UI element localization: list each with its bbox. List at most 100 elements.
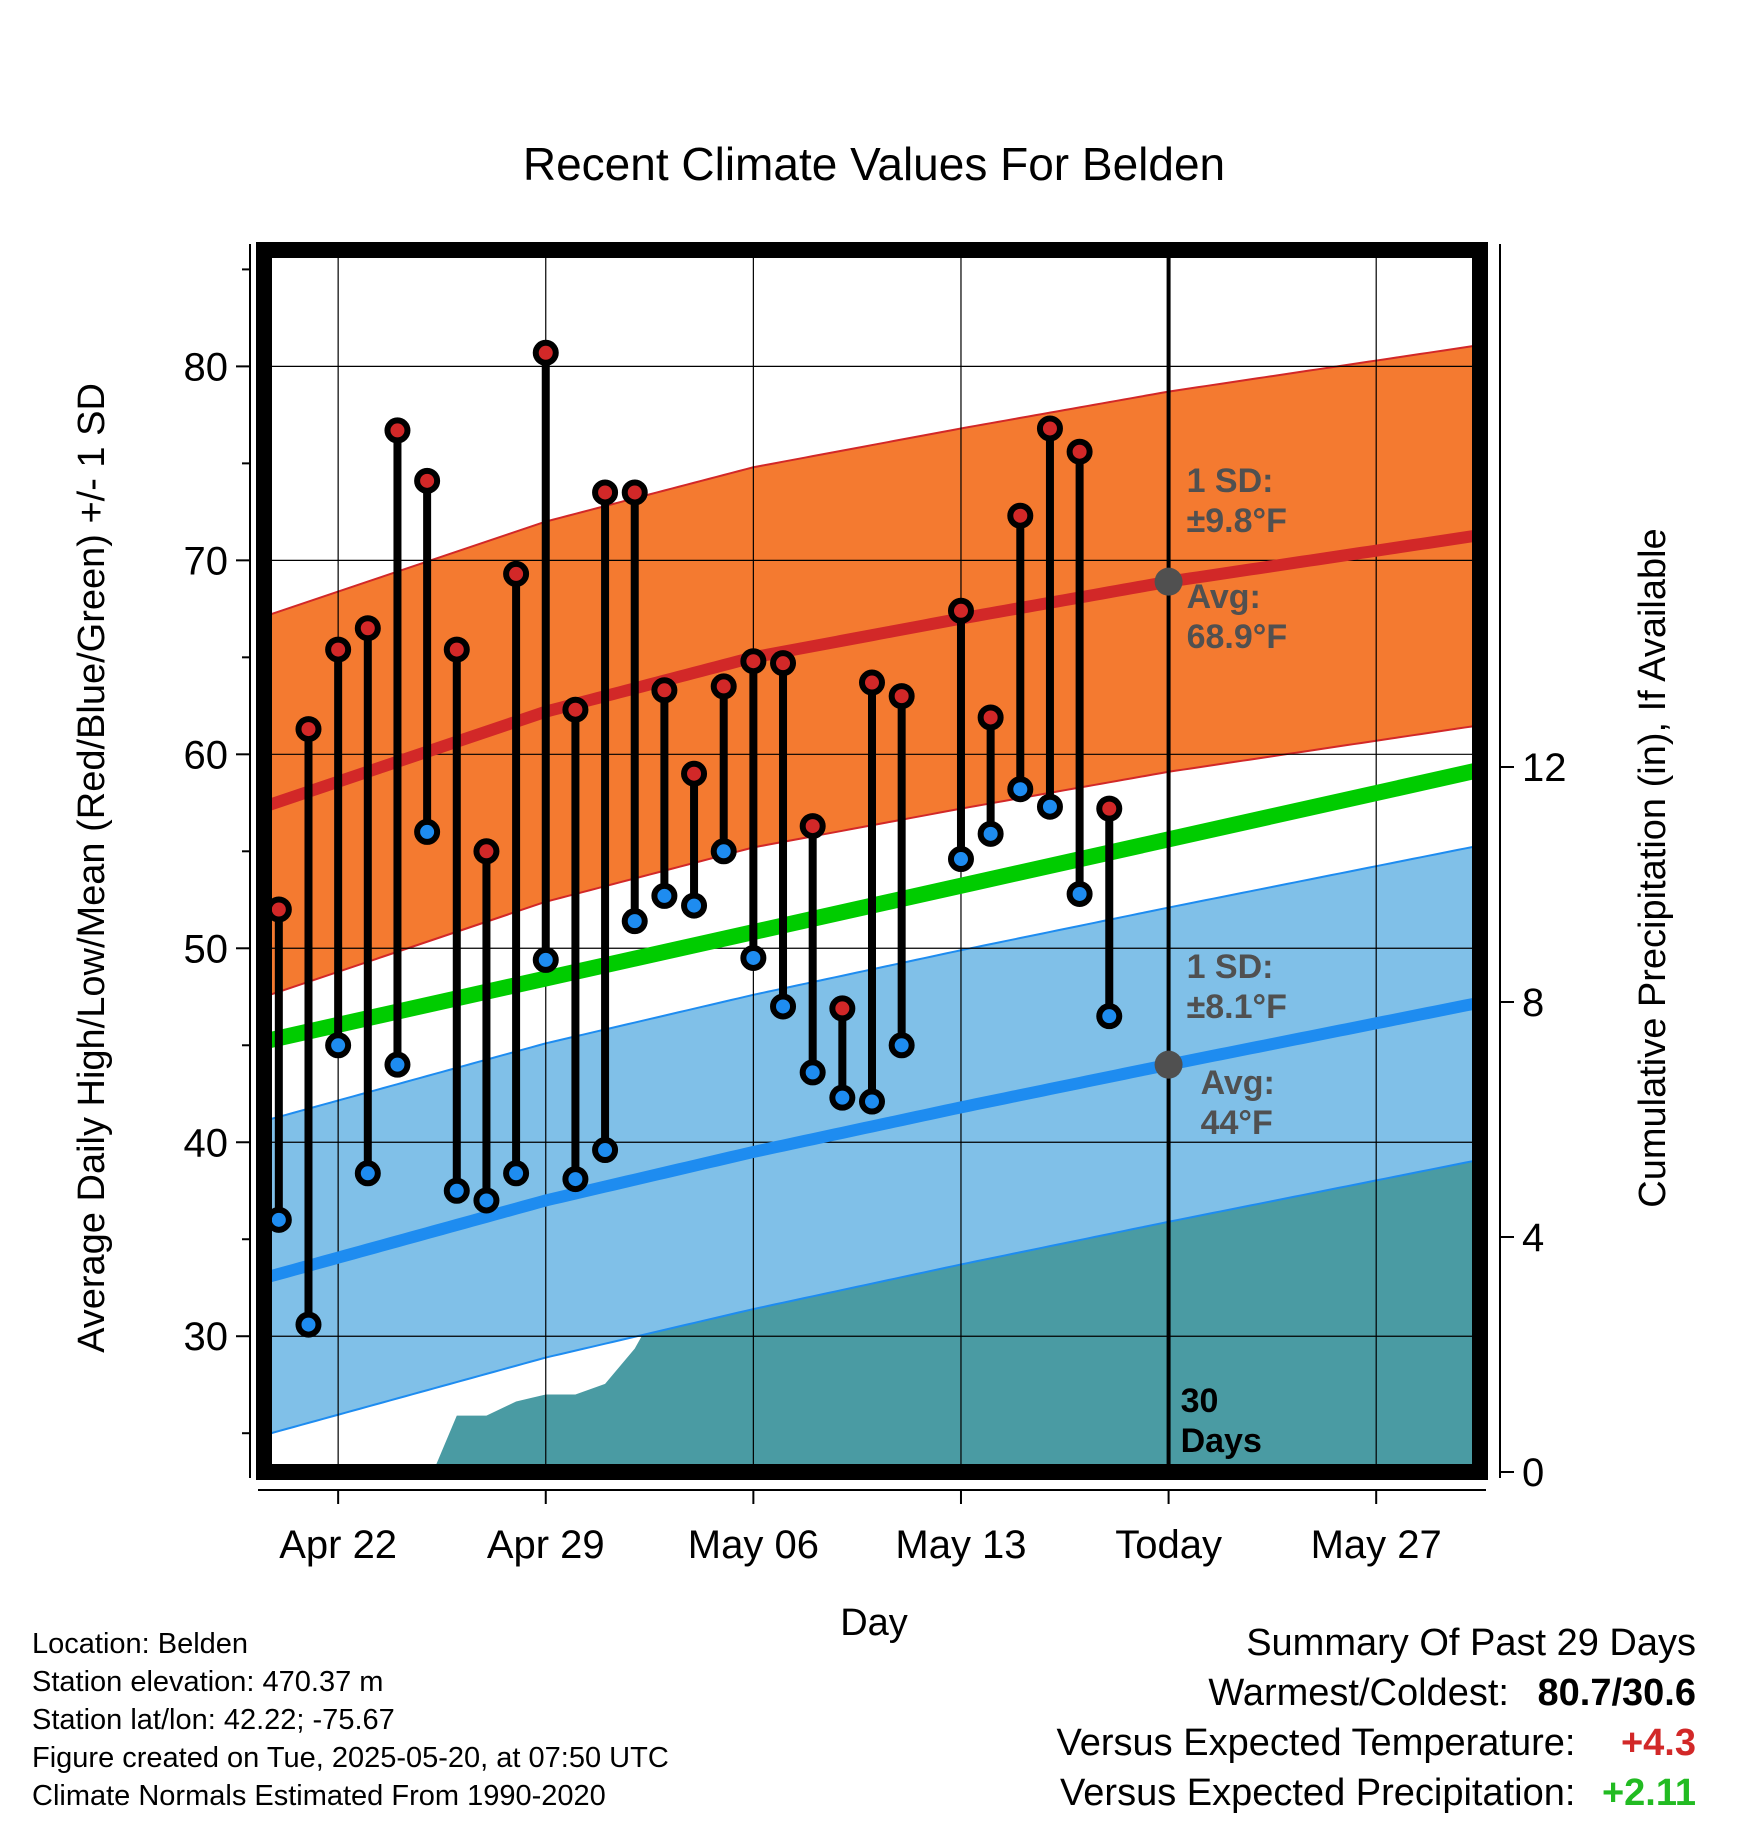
normal-high-line [264,529,1480,813]
x-tick-label: May 27 [1311,1523,1442,1567]
summary-title: Summary Of Past 29 Days [1246,1622,1696,1664]
daily-high-point [473,838,500,865]
daily-low-point [414,818,441,845]
warm-cold-value: 80.7/30.6 [1537,1672,1696,1714]
daily-low-point [1007,776,1034,803]
x-tick-label: May 13 [895,1523,1026,1567]
x-tick-label: Today [1115,1523,1222,1567]
daily-low-point [384,1051,411,1078]
info-location: Location: Belden [32,1628,249,1660]
daily-low-point [473,1187,500,1214]
normal-low-line [264,996,1480,1284]
info-normals: Climate Normals Estimated From 1990-2020 [32,1780,606,1812]
y-tick-label: 60 [184,733,229,777]
y-tick-label: 30 [184,1315,229,1359]
days-annotation: Days [1181,1422,1262,1460]
daily-low-point [532,946,559,973]
daily-low-point [295,1311,322,1338]
summary-warm-cold: Warmest/Coldest: 80.7/30.6 [1057,1668,1696,1718]
normal-low-sd-band [264,845,1480,1436]
daily-high-point [651,677,678,704]
daily-low-point [443,1177,470,1204]
daily-high-point [503,560,530,587]
plot-frame [256,242,1488,1480]
axes: 30 40 50 60 70 80 0 4 8 12 Apr 22 Apr 29 May 06 May 1… [184,244,1567,1567]
days-annotation: 30 [1181,1382,1219,1420]
high-sd-annotation: ±9.8°F [1187,502,1287,540]
daily-high-point [414,467,441,494]
today-high-avg-marker [1154,567,1183,596]
normal-low-sd-lower [264,1158,1480,1437]
daily-high-point [592,479,619,506]
info-created: Figure created on Tue, 2025-05-20, at 07… [32,1742,669,1774]
daily-high-point [295,716,322,743]
daily-high-point [799,813,826,840]
daily-low-point [1096,1003,1123,1030]
daily-low-point [859,1088,885,1115]
precip-label: Versus Expected Precipitation: [1060,1772,1576,1814]
daily-high-point [532,339,559,366]
daily-high-point [621,479,648,506]
daily-low-point [1036,793,1063,820]
daily-low-point [651,882,678,909]
daily-high-point [859,669,885,696]
y2-tick-label: 12 [1522,746,1567,790]
daily-high-point [681,760,708,787]
daily-low-point [681,892,708,919]
daily-high-point [829,995,856,1022]
normal-high-sd-upper [264,344,1480,618]
x-tick-label: May 06 [688,1523,819,1567]
low-avg-annotation: Avg: [1201,1064,1275,1102]
daily-low-point [740,944,767,971]
daily-low-point [799,1059,826,1086]
high-avg-annotation: Avg: [1187,578,1261,616]
y-tick-label: 40 [184,1121,229,1165]
y2-tick-label: 4 [1522,1216,1544,1260]
high-sd-annotation: 1 SD: [1187,462,1274,500]
daily-high-point [1036,415,1063,442]
daily-high-point [354,615,381,642]
daily-high-point [977,704,1004,731]
station-info: Location: Belden Station elevation: 470.… [32,1625,669,1815]
daily-high-point [325,636,352,663]
x-tick-label: Apr 22 [279,1523,397,1567]
daily-high-point [562,696,589,723]
info-elevation: Station elevation: 470.37 m [32,1666,384,1698]
y-tick-label: 70 [184,539,229,583]
y2-axis-title: Cumulative Precipitation (in), If Availa… [1632,528,1674,1207]
daily-low-point [1066,880,1093,907]
daily-low-point [621,908,648,935]
x-tick-label: Apr 29 [487,1523,605,1567]
low-avg-annotation: 44°F [1201,1104,1273,1142]
daily-high-point [1007,502,1034,529]
plot-border [256,242,1488,1480]
daily-high-point [947,597,974,624]
daily-high-point [770,650,797,677]
high-avg-annotation: 68.9°F [1187,618,1288,656]
daily-low-point [829,1084,856,1111]
daily-low-point [503,1160,530,1187]
daily-low-point [947,846,974,873]
warm-cold-label: Warmest/Coldest: [1208,1672,1509,1714]
low-sd-annotation: ±8.1°F [1187,988,1287,1026]
daily-low-point [562,1166,589,1193]
x-axis-title: Day [840,1602,908,1644]
daily-high-point [384,417,411,444]
daily-high-point [888,683,915,710]
daily-high-point [740,648,767,675]
summary-precip: Versus Expected Precipitation: +2.11 [1057,1768,1696,1818]
temp-label: Versus Expected Temperature: [1056,1722,1576,1764]
precip-departure-value: +2.11 [1601,1772,1696,1814]
temp-departure-value: +4.3 [1620,1722,1696,1764]
daily-low-point [592,1137,619,1164]
today-low-avg-marker [1154,1050,1183,1079]
daily-low-point [888,1032,915,1059]
y2-tick-label: 8 [1522,981,1544,1025]
y-tick-label: 80 [184,345,229,389]
daily-high-point [1066,438,1093,465]
y-axis-title: Average Daily High/Low/Mean (Red/Blue/Gr… [71,383,113,1353]
y2-tick-label: 0 [1522,1451,1544,1495]
